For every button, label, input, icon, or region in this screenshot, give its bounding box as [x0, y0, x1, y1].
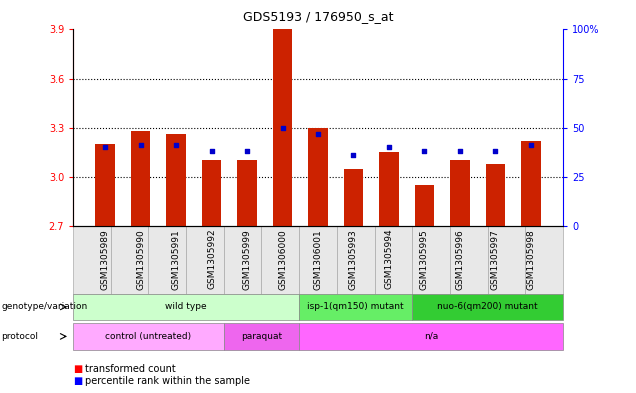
Point	[384, 144, 394, 151]
Point	[207, 148, 217, 154]
Bar	[343, 169, 363, 226]
Bar	[308, 128, 328, 226]
Point	[100, 144, 110, 151]
Text: isp-1(qm150) mutant: isp-1(qm150) mutant	[307, 303, 404, 311]
Point	[277, 125, 287, 131]
Point	[419, 148, 429, 154]
Text: percentile rank within the sample: percentile rank within the sample	[85, 376, 249, 386]
Text: genotype/variation: genotype/variation	[1, 303, 88, 311]
Point	[171, 142, 181, 149]
Bar	[167, 134, 186, 226]
Point	[313, 130, 323, 137]
Bar	[237, 160, 257, 226]
Point	[455, 148, 465, 154]
Text: nuo-6(qm200) mutant: nuo-6(qm200) mutant	[437, 303, 538, 311]
Point	[526, 142, 536, 149]
Bar	[131, 131, 150, 226]
Bar	[95, 144, 115, 226]
Point	[135, 142, 146, 149]
Bar	[202, 160, 221, 226]
Bar	[450, 160, 469, 226]
Bar	[415, 185, 434, 226]
Text: GDS5193 / 176950_s_at: GDS5193 / 176950_s_at	[243, 10, 393, 23]
Text: transformed count: transformed count	[85, 364, 176, 374]
Text: ■: ■	[73, 364, 83, 374]
Text: protocol: protocol	[1, 332, 38, 341]
Text: wild type: wild type	[165, 303, 207, 311]
Text: ■: ■	[73, 376, 83, 386]
Text: control (untreated): control (untreated)	[106, 332, 191, 341]
Bar	[379, 152, 399, 226]
Bar	[521, 141, 541, 226]
Point	[349, 152, 359, 158]
Text: paraquat: paraquat	[241, 332, 282, 341]
Text: n/a: n/a	[424, 332, 438, 341]
Point	[490, 148, 501, 154]
Bar	[273, 29, 293, 226]
Point	[242, 148, 252, 154]
Bar	[486, 164, 505, 226]
